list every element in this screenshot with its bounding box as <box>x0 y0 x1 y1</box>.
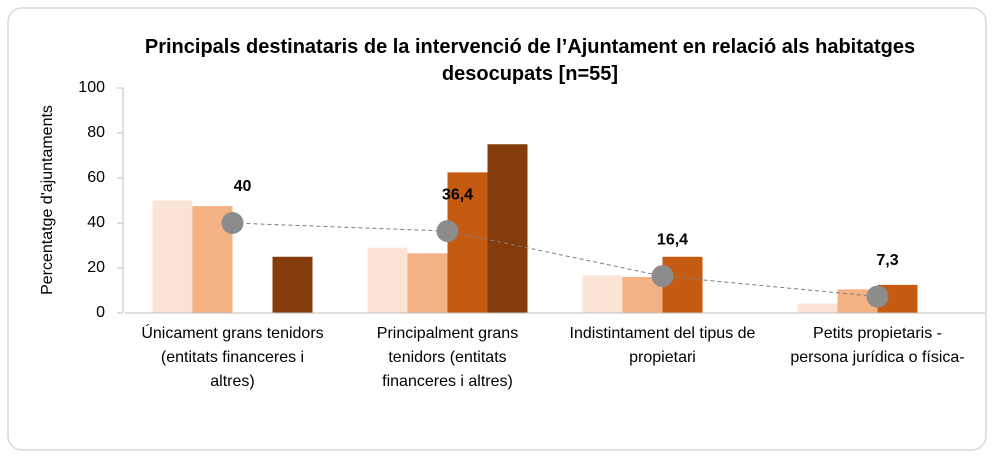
bar <box>367 247 408 313</box>
trend-marker <box>436 220 459 243</box>
bar <box>407 253 448 313</box>
x-tick-label: Principalment grans tenidors (entitats f… <box>376 325 519 390</box>
y-tick-label: 40 <box>87 214 105 231</box>
bar <box>152 200 193 313</box>
bar <box>582 275 623 313</box>
y-axis-label: Percentatge d'ajuntaments <box>39 105 56 295</box>
trend-line <box>232 222 878 298</box>
y-tick-label: 80 <box>87 124 105 141</box>
bar <box>272 256 313 313</box>
trend-marker <box>221 212 244 234</box>
bar <box>487 144 528 313</box>
trend-marker <box>651 265 674 288</box>
data-label: 16,4 <box>657 231 688 248</box>
y-tick-label: 100 <box>78 79 105 96</box>
x-tick-label: Indistintament del tipus de propietari <box>569 325 756 366</box>
bar <box>797 303 838 313</box>
bar <box>447 172 488 313</box>
data-label: 36,4 <box>442 186 473 203</box>
y-tick-label: 60 <box>87 169 105 186</box>
chart-title: Principals destinataris de la intervenci… <box>144 36 916 85</box>
x-tick-label: Petits propietaris - persona jurídica o … <box>790 325 965 366</box>
trend-marker <box>866 285 889 308</box>
data-label: 40 <box>234 178 252 195</box>
data-label: 7,3 <box>876 252 898 269</box>
y-tick-label: 0 <box>96 304 105 321</box>
x-tick-label: Únicament grans tenidors (entitats finan… <box>141 325 324 390</box>
y-tick-label: 20 <box>87 259 105 276</box>
bar <box>662 256 703 313</box>
